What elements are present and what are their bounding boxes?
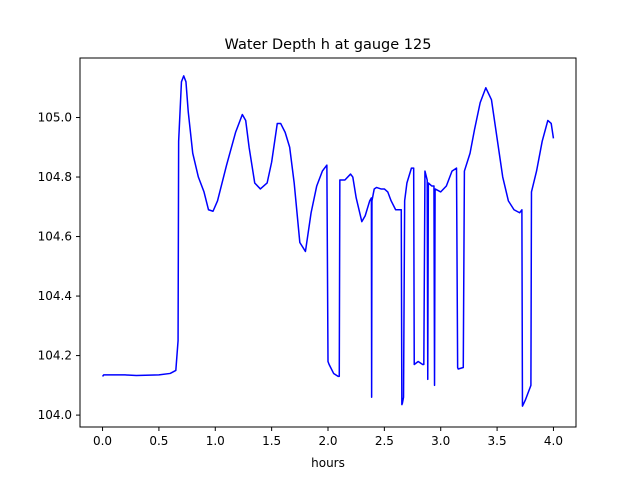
x-tick-label: 3.5 — [488, 434, 507, 448]
x-tick-label: 2.0 — [318, 434, 337, 448]
x-tick-label: 1.0 — [206, 434, 225, 448]
x-tick-label: 3.0 — [431, 434, 450, 448]
y-tick-label: 104.0 — [38, 408, 72, 422]
y-tick-label: 104.8 — [38, 170, 72, 184]
y-tick-label: 105.0 — [38, 111, 72, 125]
x-axis: 0.0 0.5 1.0 1.5 2.0 2.5 3.0 3.5 4.0 — [93, 427, 563, 448]
x-tick-label: 1.5 — [262, 434, 281, 448]
x-tick-label: 0.0 — [93, 434, 112, 448]
y-tick-label: 104.2 — [38, 349, 72, 363]
y-tick-label: 104.6 — [38, 230, 72, 244]
y-tick-label: 104.4 — [38, 289, 72, 303]
chart-title: Water Depth h at gauge 125 — [225, 37, 432, 53]
axes-frame — [79, 57, 577, 428]
x-tick-label: 4.0 — [544, 434, 563, 448]
y-axis: 104.0 104.2 104.4 104.6 104.8 105.0 — [38, 111, 80, 422]
plot-area — [101, 75, 555, 407]
x-axis-label: hours — [311, 456, 345, 470]
x-tick-label: 2.5 — [375, 434, 394, 448]
series-line-0 — [101, 75, 555, 407]
x-tick-label: 0.5 — [149, 434, 168, 448]
